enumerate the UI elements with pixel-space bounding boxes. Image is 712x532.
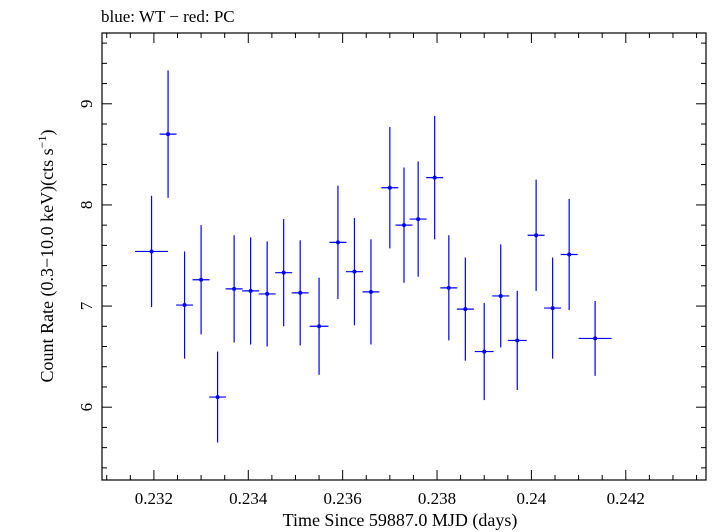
data-point [258,241,276,347]
data-point [440,235,458,341]
data-marker [368,289,373,294]
data-marker [166,132,171,137]
data-point [578,300,612,376]
data-point [192,225,210,335]
data-marker [387,185,392,190]
data-point [209,351,227,443]
x-axis-label: Time Since 59887.0 MJD (days) [283,510,518,531]
y-axis-label-close: ) [37,130,58,136]
chart-title: blue: WT − red: PC [101,7,235,26]
data-point [225,235,243,343]
x-tick-label: 0.238 [418,489,456,508]
x-tick-label: 0.232 [135,489,173,508]
data-marker [298,290,303,295]
y-axis-label-main: Count Rate (0.3−10.0 keV)(cts s [37,148,58,382]
data-point [176,251,194,359]
data-marker [482,349,487,354]
y-axis-label-exponent: −1 [35,136,49,149]
data-marker [265,291,270,296]
data-point [527,179,545,291]
data-marker [149,249,154,254]
data-point [159,70,177,198]
data-point [426,115,444,240]
data-marker [498,293,503,298]
x-tick-label: 0.24 [517,489,547,508]
data-marker [182,303,187,308]
data-point [242,237,260,345]
data-point [381,127,399,249]
data-marker [550,306,555,311]
data-point [362,239,380,345]
y-tick-label: 8 [77,201,96,210]
x-tick-label: 0.242 [607,489,645,508]
data-marker [199,277,204,282]
data-point [474,303,494,401]
data-marker [317,324,322,329]
data-point [456,257,474,361]
data-point [309,277,329,375]
x-tick-label: 0.234 [229,489,268,508]
data-marker [567,252,572,257]
y-tick-label: 7 [77,301,96,310]
data-marker [416,217,421,222]
x-tick-label: 0.236 [324,489,362,508]
data-marker [446,285,451,290]
y-axis-ticks: 6 7 8 9 [77,42,706,469]
data-series [135,70,612,443]
data-point [409,161,427,277]
data-marker [534,233,539,238]
data-marker [515,338,520,343]
data-point [492,244,510,348]
data-marker [281,270,286,275]
data-point [135,195,169,308]
data-marker [593,336,598,341]
data-point [507,290,527,390]
y-tick-label: 6 [77,403,96,412]
data-point [275,219,293,327]
y-tick-label: 9 [77,100,96,109]
data-marker [335,240,340,245]
data-point [544,257,562,359]
data-marker [463,307,468,312]
data-marker [232,286,237,291]
data-point [395,167,413,283]
data-point [291,240,309,346]
data-point [345,218,363,326]
data-point [560,198,578,311]
data-marker [402,223,406,228]
data-marker [432,175,437,180]
data-point [329,185,347,299]
data-marker [215,395,220,400]
y-axis-label: Count Rate (0.3−10.0 keV)(cts s−1) [35,130,58,383]
plot-frame [101,32,707,481]
data-marker [352,269,357,274]
data-marker [248,288,253,293]
x-axis-ticks: 0.232 0.234 0.236 0.238 0.24 0.242 [106,33,698,508]
